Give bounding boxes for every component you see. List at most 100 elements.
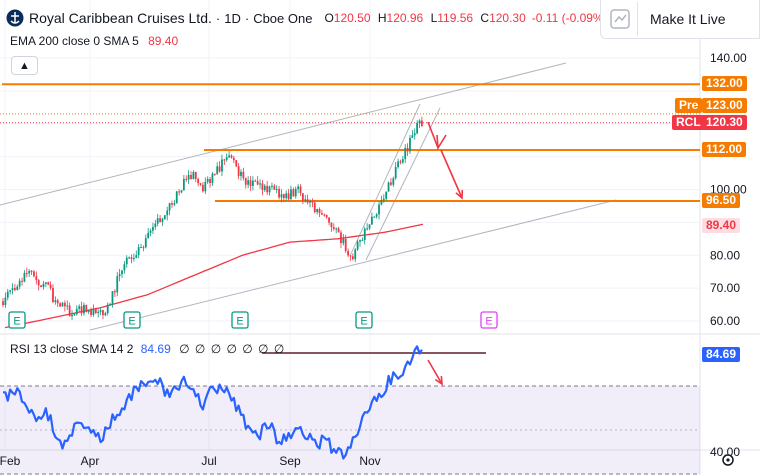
interval-label[interactable]: 1D: [224, 10, 241, 26]
gear-ring: [722, 454, 734, 466]
candle: [332, 223, 335, 231]
candle-body: [349, 255, 352, 257]
symbol-name[interactable]: Royal Caribbean Cruises Ltd.: [29, 10, 212, 26]
candle: [335, 227, 338, 234]
candle-body: [113, 291, 116, 293]
candle: [116, 272, 119, 297]
candle-body: [380, 200, 383, 205]
candle-body: [373, 216, 376, 218]
candle-body: [335, 228, 338, 230]
candle: [180, 190, 183, 194]
candle-body: [47, 282, 50, 285]
low-key: L: [430, 11, 438, 25]
candle: [135, 250, 138, 259]
chart-header: Royal Caribbean Cruises Ltd. · 1D · Cboe…: [6, 6, 608, 30]
candle: [185, 175, 188, 183]
candle: [259, 179, 261, 189]
candle: [301, 192, 304, 205]
candle: [311, 198, 314, 208]
candle-body: [266, 185, 269, 193]
candle: [99, 307, 102, 316]
candle-body: [240, 171, 242, 176]
candle-body: [14, 288, 16, 290]
candle: [247, 176, 250, 189]
candle-body: [282, 194, 285, 199]
candle-body: [356, 241, 359, 250]
candle: [204, 177, 207, 195]
candle-body: [87, 310, 90, 313]
candle: [68, 302, 71, 317]
candle-body: [420, 120, 423, 127]
candle-body: [30, 270, 33, 272]
arrow-1-shaft: [427, 121, 439, 149]
candle-body: [351, 256, 354, 260]
candle-body: [133, 257, 135, 260]
candle: [244, 177, 247, 189]
make-live-logo-icon: [610, 9, 630, 29]
candle: [351, 253, 354, 261]
candle-body: [249, 180, 252, 186]
candle: [328, 217, 330, 226]
make-it-live-button[interactable]: Make It Live: [600, 0, 760, 39]
candle-body: [128, 257, 131, 259]
candle: [125, 255, 128, 268]
candle: [73, 313, 76, 316]
candle-body: [359, 240, 361, 242]
candle-body: [342, 238, 345, 244]
candle: [413, 128, 416, 140]
ema-legend[interactable]: EMA 200 close 0 SMA 5 89.40: [10, 34, 178, 48]
rsi-legend-label: RSI 13 close SMA 14 2: [10, 342, 134, 356]
candle-body: [204, 181, 207, 192]
candle: [16, 284, 19, 291]
candle: [318, 207, 321, 218]
earnings-marker-icon: E: [480, 311, 498, 329]
candle: [102, 309, 104, 320]
candle: [21, 277, 23, 286]
candle: [52, 284, 54, 304]
candle-body: [16, 286, 19, 290]
candle-body: [163, 215, 166, 219]
candle-body: [409, 137, 411, 152]
candle: [309, 199, 311, 208]
candle-body: [330, 222, 333, 228]
candle-body: [54, 300, 57, 303]
price-tick-label: 60.00: [710, 314, 740, 328]
candle: [33, 269, 35, 278]
candle-body: [392, 178, 395, 185]
candle-body: [35, 276, 38, 281]
candle: [285, 190, 288, 202]
projection-arrows: [427, 121, 464, 386]
candle: [356, 240, 359, 252]
candle: [361, 237, 364, 241]
candle: [392, 176, 395, 187]
candle-body: [90, 310, 92, 315]
candle-body: [299, 186, 302, 194]
candle: [197, 177, 200, 187]
candle: [230, 154, 233, 159]
candle-body: [80, 306, 83, 314]
candle-body: [328, 217, 330, 223]
earnings-marker-label: E: [485, 316, 492, 328]
collapse-legend-button[interactable]: ▲: [11, 56, 38, 75]
candle: [47, 281, 50, 286]
candle: [349, 255, 352, 261]
candle-body: [378, 204, 380, 215]
candle-body: [61, 302, 64, 307]
candle-body: [404, 147, 407, 160]
candle: [297, 184, 300, 194]
candle: [371, 212, 373, 225]
horizontal-levels: [0, 83, 700, 354]
candle: [75, 305, 78, 316]
candle: [104, 311, 107, 317]
candle: [240, 169, 242, 181]
candle: [14, 283, 16, 292]
candle-body: [368, 224, 371, 229]
candle-body: [375, 214, 378, 217]
rsi-legend[interactable]: RSI 13 close SMA 14 2 84.69 ∅ ∅ ∅ ∅ ∅ ∅ …: [10, 342, 285, 356]
rsi-value-tag: 84.69: [702, 347, 741, 362]
candle-body: [37, 280, 40, 286]
candle-body: [318, 209, 321, 214]
candle-body: [28, 270, 31, 274]
